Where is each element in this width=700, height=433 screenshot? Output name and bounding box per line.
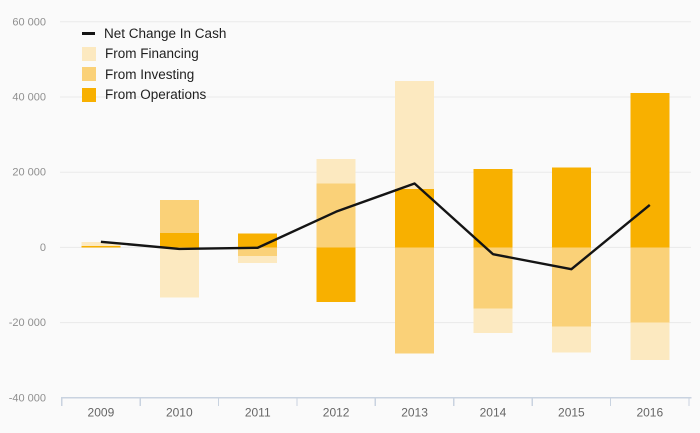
bar-segment xyxy=(473,169,513,248)
bar-segment xyxy=(395,189,435,248)
legend-label-investing: From Investing xyxy=(105,66,195,82)
financing-swatch xyxy=(82,46,96,61)
legend: Net Change In Cash From Financing From I… xyxy=(82,23,226,105)
net-change-line xyxy=(100,182,651,271)
legend-label-financing: From Financing xyxy=(105,46,199,62)
legend-label-operations: From Operations xyxy=(105,87,207,103)
bar-segment xyxy=(316,183,356,248)
x-axis-tick-label: 2009 xyxy=(88,405,115,419)
x-axis-tick-label: 2011 xyxy=(245,405,271,419)
x-axis-tick-label: 2016 xyxy=(636,405,663,419)
legend-item-financing: From Financing xyxy=(82,44,226,65)
bar-segment xyxy=(551,247,591,327)
x-axis-tick-label: 2010 xyxy=(166,405,193,419)
bar-segment xyxy=(238,256,278,263)
legend-item-investing: From Investing xyxy=(82,64,226,85)
investing-swatch xyxy=(82,67,96,82)
x-axis-tick-label: 2013 xyxy=(401,405,428,419)
bar-segment xyxy=(473,308,513,334)
x-axis-tick-label: 2014 xyxy=(480,405,507,419)
bar-segment xyxy=(238,247,278,257)
x-axis-tick-label: 2015 xyxy=(558,405,585,419)
bar-segment xyxy=(395,247,435,354)
bar-segment xyxy=(159,247,199,298)
bar-segment xyxy=(630,247,670,323)
y-axis-tick-label: 20 000 xyxy=(12,167,46,179)
legend-label-net-change: Net Change In Cash xyxy=(104,25,227,41)
y-axis-tick-label: 60 000 xyxy=(12,16,46,28)
bar-segment xyxy=(551,167,591,248)
bar-segment xyxy=(630,93,670,248)
operations-swatch xyxy=(82,87,96,102)
y-axis-tick-label: 0 xyxy=(40,242,46,254)
y-axis-tick-label: -40 000 xyxy=(9,392,46,404)
legend-item-operations: From Operations xyxy=(82,85,226,106)
bar-segment xyxy=(395,81,435,190)
bar-segment xyxy=(316,247,356,302)
x-axis-tick-label: 2012 xyxy=(323,405,350,419)
bar-segment xyxy=(316,159,356,184)
bar-segment xyxy=(551,326,591,353)
net-change-line-swatch xyxy=(82,31,95,35)
bar-segment xyxy=(159,233,199,248)
y-axis-tick-label: -20 000 xyxy=(9,317,46,329)
y-axis-tick-label: 40 000 xyxy=(12,92,46,104)
legend-item-net-change: Net Change In Cash xyxy=(82,23,226,44)
bar-segment xyxy=(81,242,121,246)
bar-segment xyxy=(159,200,199,234)
bar-segment xyxy=(81,245,121,248)
bar-segment xyxy=(630,322,670,361)
